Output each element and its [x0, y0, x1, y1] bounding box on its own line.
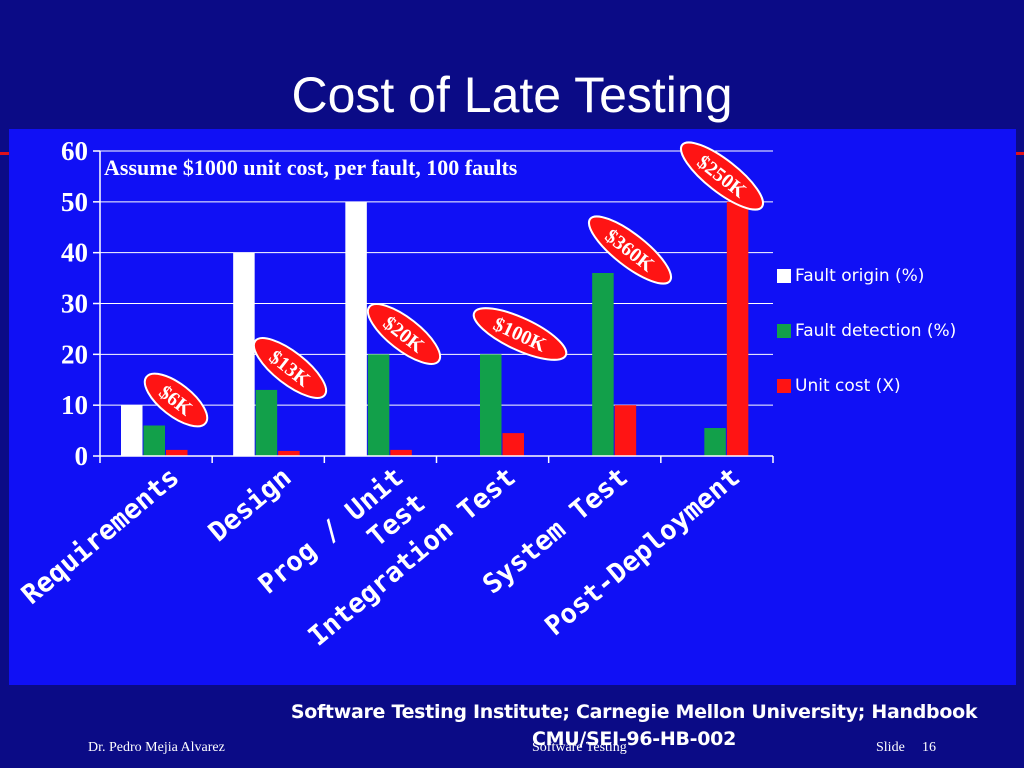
footer-course: Software Testing — [532, 740, 627, 755]
bar — [233, 252, 255, 456]
bar — [704, 428, 726, 456]
title-rule-right — [1014, 152, 1024, 155]
bar — [592, 273, 614, 456]
cost-bubble — [252, 337, 328, 399]
cost-label: $250K — [680, 141, 764, 211]
category-label: Post-Deployment — [539, 462, 746, 642]
bar — [143, 425, 165, 456]
cost-bubble — [366, 303, 442, 365]
ytick-label: 30 — [61, 289, 88, 319]
category-label-line: Requirements — [16, 462, 185, 611]
bar — [278, 450, 300, 456]
ytick-labels: 0 10 20 30 40 50 60 — [61, 136, 88, 471]
legend-label: Unit cost (X) — [795, 376, 901, 396]
category-label-line: Post-Deployment — [539, 462, 746, 642]
legend-swatch — [777, 324, 791, 338]
bar — [390, 449, 412, 456]
slide-title: Cost of Late Testing — [291, 67, 733, 123]
cost-bubble — [680, 141, 764, 211]
legend-label: Fault origin (%) — [795, 266, 924, 286]
cost-bubble — [588, 215, 672, 285]
ytick-label: 40 — [61, 238, 88, 268]
bars-layer — [121, 201, 749, 456]
footer-author: Dr. Pedro Mejia Alvarez — [88, 740, 225, 755]
ytick-label: 0 — [75, 441, 89, 471]
title-rule-left — [0, 152, 12, 155]
cost-bubble — [472, 307, 568, 361]
bar — [502, 433, 524, 456]
category-label: Requirements — [16, 462, 185, 611]
category-label: Design — [203, 462, 298, 548]
category-label-line: Design — [203, 462, 298, 548]
bar — [367, 354, 390, 456]
cost-bubble — [143, 372, 209, 428]
ytick-label: 10 — [61, 390, 88, 420]
grid-layer — [100, 150, 773, 406]
ytick-label: 20 — [61, 339, 88, 369]
chart-annotation: Assume $1000 unit cost, per fault, 100 f… — [104, 155, 518, 180]
bar — [726, 201, 749, 456]
ytick-label: 60 — [61, 136, 88, 166]
legend: Fault origin (%) Fault detection (%) Unit … — [777, 266, 956, 396]
ytick-label: 50 — [61, 187, 88, 217]
bar — [255, 389, 278, 456]
bar — [166, 449, 188, 456]
legend-swatch — [777, 269, 791, 283]
cost-label: $6K — [143, 372, 209, 428]
legend-swatch — [777, 379, 791, 393]
legend-label: Fault detection (%) — [795, 321, 956, 341]
footer-slide-label: Slide — [876, 740, 905, 755]
footer-slide-number: 16 — [922, 740, 936, 755]
bar — [480, 354, 502, 456]
citation: Software Testing Institute; Carnegie Mel… — [290, 701, 978, 750]
bar — [121, 405, 143, 456]
axis-layer — [93, 150, 774, 463]
bar — [345, 201, 367, 456]
bar — [614, 405, 637, 456]
